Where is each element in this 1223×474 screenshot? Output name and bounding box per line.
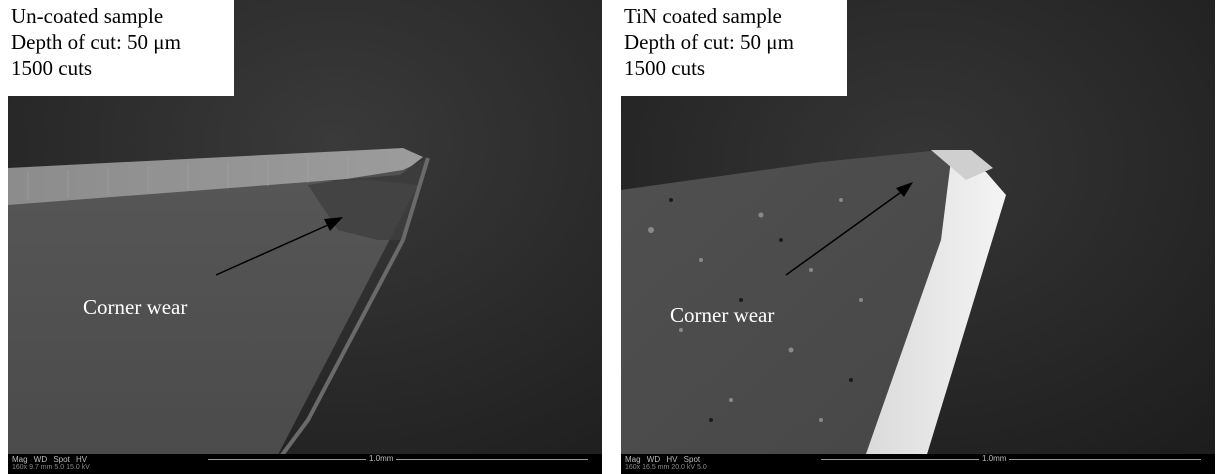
- corner-wear-label-uncoated: Corner wear: [83, 295, 188, 319]
- sem-image-uncoated: Un-coated sample Depth of cut: 50 μm 150…: [8, 0, 602, 474]
- databar-values: 160x 9.7 mm 5.0 15.0 kV: [12, 464, 90, 471]
- scale-bar: [821, 459, 1201, 460]
- databar-labels: Mag WD HV Spot: [625, 455, 701, 464]
- scale-bar-label: 1.0mm: [366, 454, 397, 463]
- caption-depth-of-cut: Depth of cut: 50 μm: [624, 30, 794, 54]
- corner-wear-label-tin-coated: Corner wear: [670, 303, 775, 327]
- sem-databar-tin-coated: Mag WD HV Spot 160x 16.5 mm 20.0 kV 5.0 …: [621, 454, 1215, 474]
- scale-bar-label: 1.0mm: [979, 454, 1010, 463]
- caption-box-tin-coated: TiN coated sample Depth of cut: 50 μm 15…: [621, 0, 847, 96]
- caption-cut-count: 1500 cuts: [624, 56, 706, 80]
- sem-databar-uncoated: Mag WD Spot HV 160x 9.7 mm 5.0 15.0 kV 1…: [8, 454, 602, 474]
- caption-depth-of-cut: Depth of cut: 50 μm: [11, 30, 181, 54]
- scale-bar: [208, 459, 588, 460]
- sem-micrograph-uncoated: [8, 0, 602, 474]
- sem-image-tin-coated: TiN coated sample Depth of cut: 50 μm 15…: [621, 0, 1215, 474]
- databar-labels: Mag WD Spot HV: [12, 455, 88, 464]
- databar-values: 160x 16.5 mm 20.0 kV 5.0: [625, 464, 707, 471]
- sem-micrograph-tin-coated: [621, 0, 1215, 474]
- caption-sample-type: TiN coated sample: [624, 4, 782, 28]
- caption-box-uncoated: Un-coated sample Depth of cut: 50 μm 150…: [8, 0, 234, 96]
- caption-cut-count: 1500 cuts: [11, 56, 93, 80]
- caption-sample-type: Un-coated sample: [11, 4, 164, 28]
